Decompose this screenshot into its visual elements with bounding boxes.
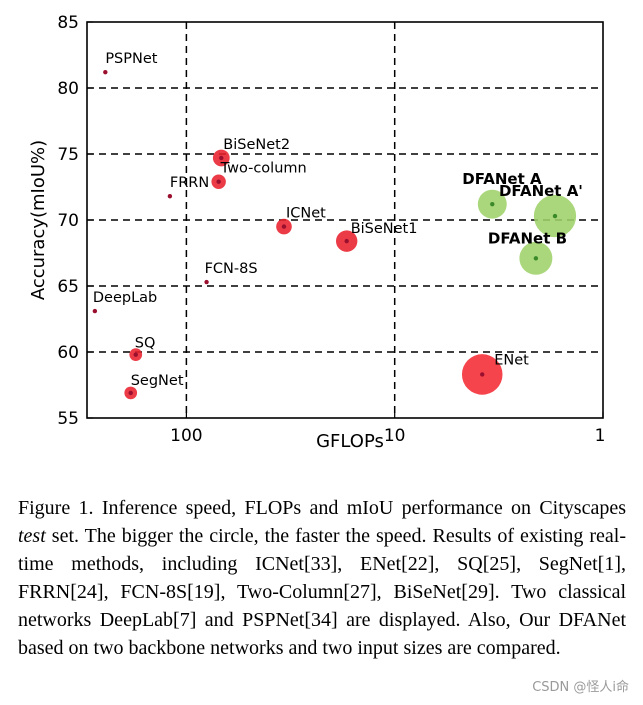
- point-0-center: [103, 69, 108, 75]
- point-2-center: [204, 279, 209, 285]
- ytick-label-6: 85: [57, 13, 79, 33]
- point-8-label: ICNet: [286, 206, 326, 222]
- point-12-center: [552, 213, 558, 219]
- point-5-center: [128, 390, 133, 396]
- point-10-center: [480, 372, 485, 377]
- point-12-label: DFANet A': [499, 182, 583, 200]
- xtick-label-1: 10: [384, 426, 406, 446]
- point-8-center: [281, 224, 287, 229]
- point-0-label: PSPNet: [105, 51, 157, 67]
- ytick-label-1: 60: [57, 343, 79, 363]
- point-7-center: [216, 179, 221, 184]
- point-1-center: [167, 194, 173, 199]
- xtick-label-0: 100: [170, 426, 202, 446]
- point-13-center: [533, 256, 539, 261]
- caption-part-1: Figure 1. Inference speed, FLOPs and mIo…: [18, 497, 626, 519]
- ytick-label-4: 75: [57, 145, 79, 165]
- x-axis-title: GFLOPs: [316, 431, 384, 452]
- data-points: [92, 69, 577, 400]
- point-13-label: DFANet B: [488, 229, 567, 247]
- point-3-center: [92, 308, 98, 314]
- figure-caption: Figure 1. Inference speed, FLOPs and mIo…: [18, 494, 626, 662]
- point-9-center: [344, 238, 349, 244]
- watermark: CSDN @怪人i命: [532, 680, 629, 695]
- point-4-label: SQ: [135, 336, 156, 352]
- point-11-label: DFANet A: [462, 170, 542, 188]
- xtick-label-2: 1: [595, 426, 606, 446]
- ytick-label-5: 80: [57, 79, 79, 99]
- point-5-label: SegNet: [131, 373, 184, 389]
- scatter-figure: PSPNet FRRN FCN-8S DeepLab SQ SegNet BiSeNet2 T…: [28, 13, 606, 452]
- point-7-label: Two-column: [220, 161, 307, 177]
- point-3-label: DeepLab: [93, 290, 157, 306]
- point-2-label: FCN-8S: [205, 261, 258, 277]
- point-11-center: [490, 201, 495, 207]
- ytick-label-0: 55: [57, 409, 79, 429]
- point-10-label: ENet: [494, 352, 529, 368]
- point-6-center: [219, 155, 224, 161]
- caption-part-3: set. The bigger the circle, the faster t…: [18, 525, 626, 659]
- ytick-label-3: 70: [57, 211, 79, 231]
- point-4-center: [133, 352, 138, 357]
- y-axis-title: Accuracy(mIoU%): [28, 140, 49, 300]
- point-9-label: BiSeNet1: [351, 221, 418, 237]
- point-1-label: FRRN: [170, 175, 209, 191]
- ytick-label-2: 65: [57, 277, 79, 297]
- chart-svg: PSPNet FRRN FCN-8S DeepLab SQ SegNet BiSeNet2 T…: [28, 13, 606, 452]
- caption-part-2: test: [18, 525, 46, 547]
- point-6-label: BiSeNet2: [223, 137, 290, 153]
